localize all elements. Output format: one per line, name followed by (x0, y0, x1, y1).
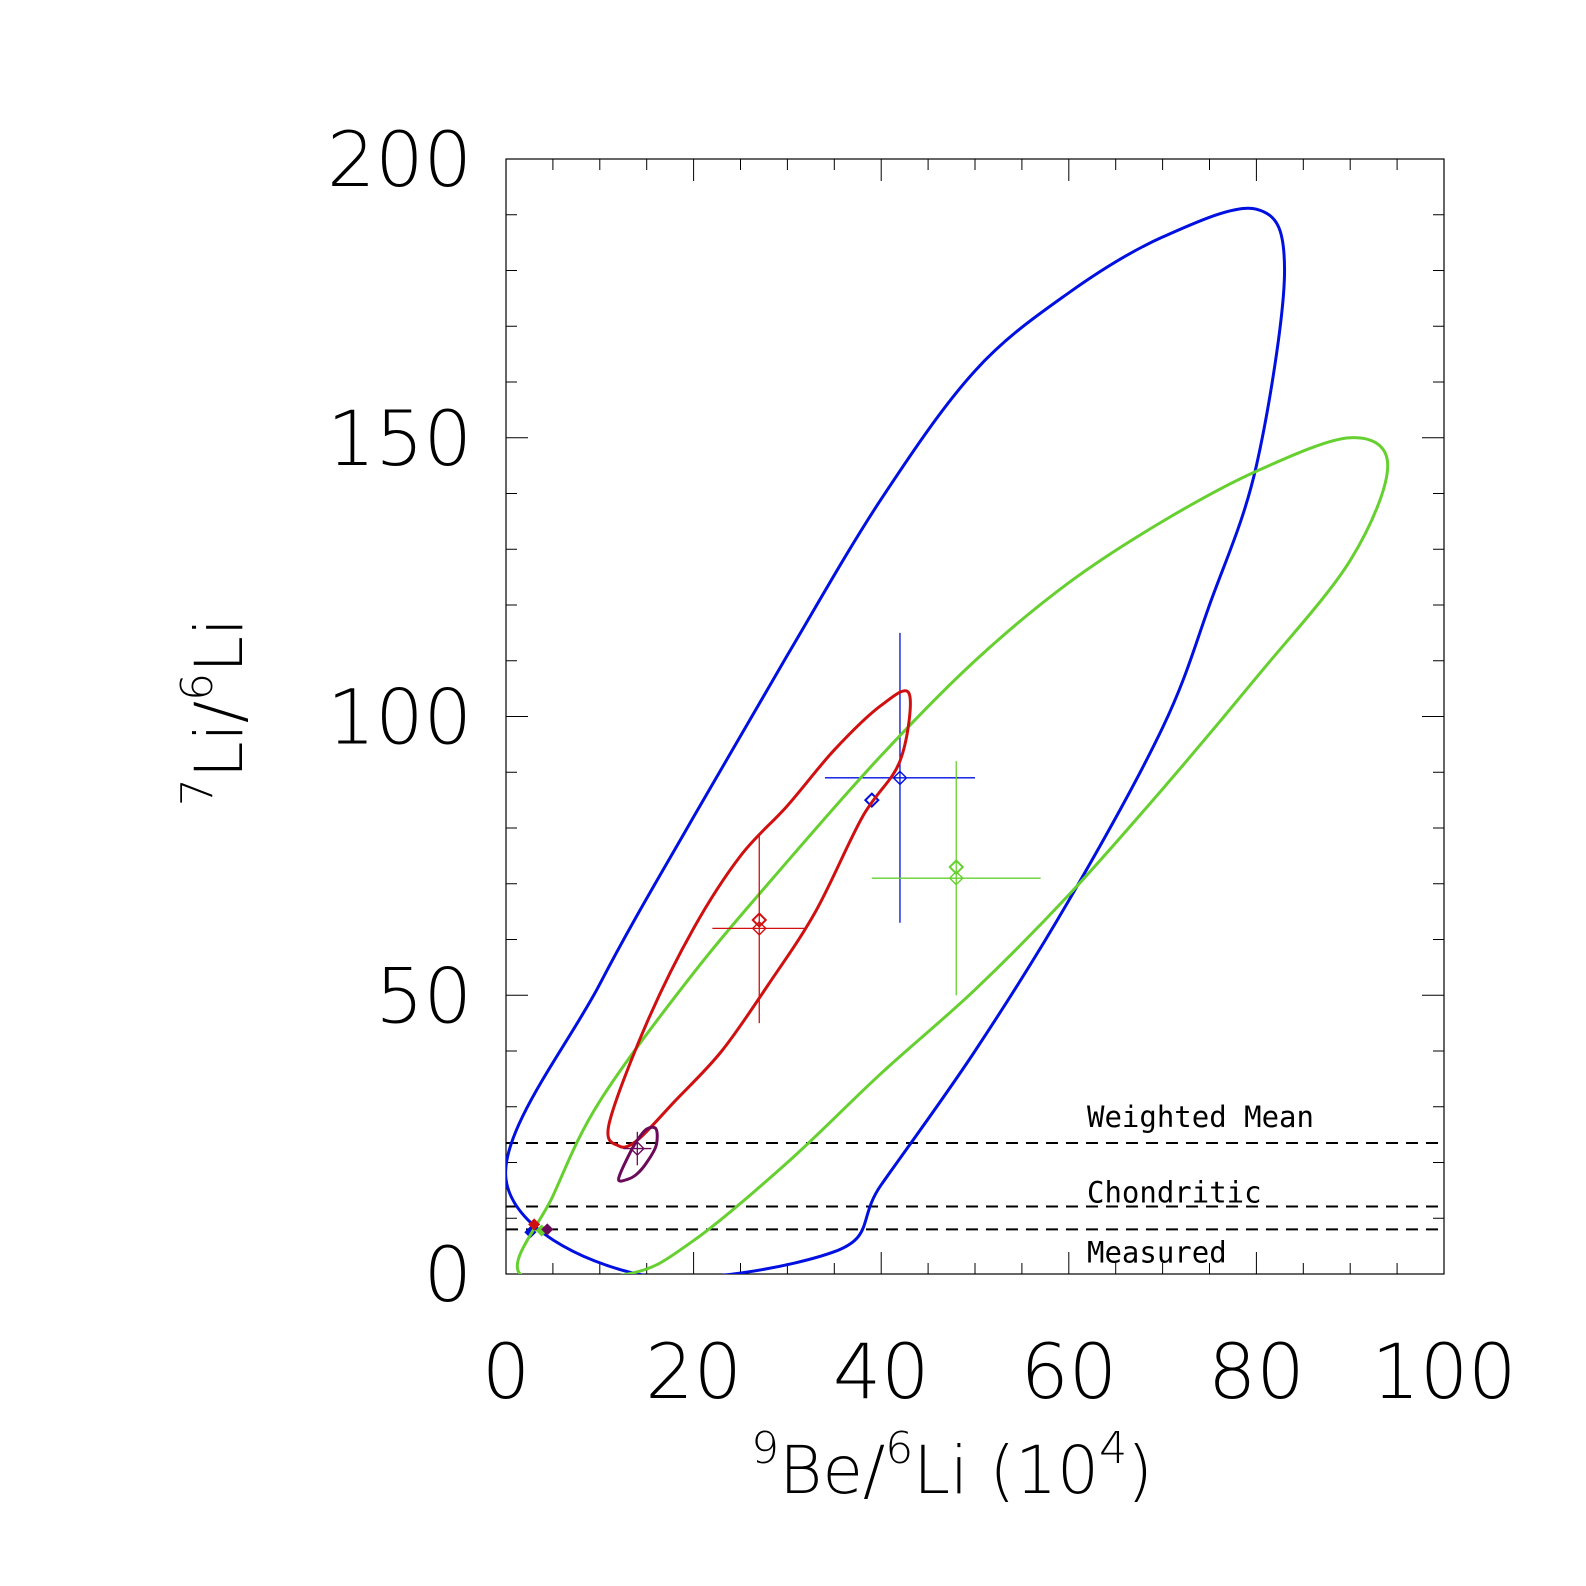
x-tick-label: 60 (1020, 1327, 1117, 1416)
tick-labels: 0 20 40 60 80 100 0 50 100 150 200 (327, 115, 1517, 1416)
y-tick-label: 200 (327, 115, 472, 204)
y-tick-label: 100 (327, 673, 472, 762)
x-axis-title-mid: Be/ (779, 1432, 885, 1509)
reference-lines: Weighted Mean Chondritic Measured (506, 1100, 1444, 1269)
y-tick-label: 150 (327, 394, 472, 483)
x-tick-label: 0 (482, 1327, 530, 1416)
series-ellipse (515, 436, 1390, 1274)
reference-line-label: Measured (1087, 1235, 1227, 1269)
series-group (506, 206, 1287, 1274)
data-point-marker (629, 1141, 645, 1157)
x-axis-title-sup1: 9 (751, 1423, 779, 1474)
series-group (528, 689, 912, 1231)
x-axis-title: 9Be/6Li (104) (751, 1423, 1153, 1509)
anchor-point-marker (541, 1223, 554, 1236)
series-group (515, 436, 1390, 1274)
series-group (541, 1125, 659, 1236)
y-axis-title-sup1: 7 (172, 778, 223, 806)
y-tick-label: 50 (375, 951, 472, 1040)
x-axis-title-sup3: 4 (1099, 1423, 1127, 1474)
y-axis-title-sup2: 6 (172, 673, 223, 701)
series-ellipse (506, 206, 1287, 1274)
x-tick-label: 80 (1208, 1327, 1305, 1416)
x-tick-label: 40 (833, 1327, 930, 1416)
data-point-marker (892, 770, 908, 786)
x-axis-title-sup2: 6 (885, 1423, 913, 1474)
y-axis-title-end: Li (181, 618, 258, 673)
y-tick-label: 0 (424, 1230, 472, 1319)
data-series (506, 206, 1390, 1274)
anchor-point-marker (528, 1218, 541, 1231)
data-point-marker (751, 920, 767, 936)
x-axis-title-close: ) (1127, 1432, 1153, 1509)
axis-ticks (505, 158, 1445, 1275)
x-tick-label: 20 (645, 1327, 742, 1416)
x-axis-title-end: Li (10 (913, 1432, 1099, 1509)
reference-line-label: Chondritic (1087, 1176, 1262, 1210)
y-axis-title-mid: Li/ (181, 701, 258, 778)
data-point-marker (948, 870, 964, 886)
x-tick-label: 100 (1371, 1327, 1516, 1416)
reference-line-label: Weighted Mean (1087, 1100, 1314, 1134)
y-axis-title: 7Li/6Li (172, 618, 258, 806)
series-ellipse (606, 689, 912, 1149)
series-ellipse (617, 1125, 659, 1183)
